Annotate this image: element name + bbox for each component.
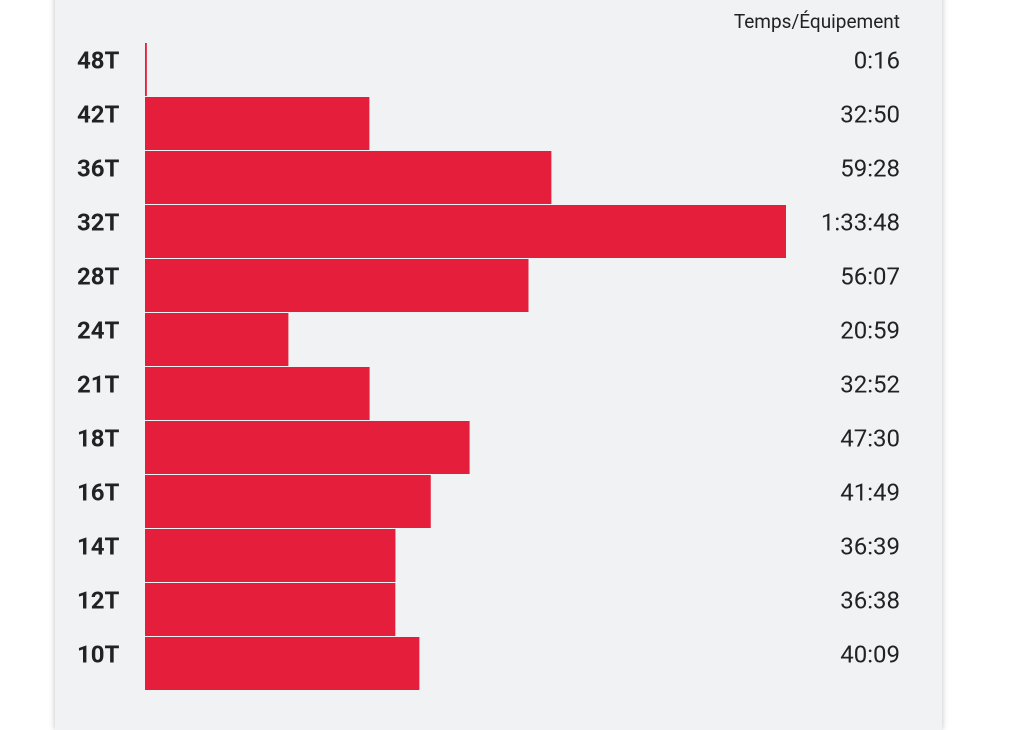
category-label: 28T <box>77 262 120 290</box>
bar <box>145 367 370 420</box>
value-label: 32:52 <box>840 370 900 398</box>
bar <box>145 151 552 204</box>
category-label: 32T <box>77 208 120 236</box>
category-label: 24T <box>77 316 120 344</box>
category-label: 42T <box>77 100 120 128</box>
chart: Temps/Équipement 48T 0:16 42T 32:50 36T 59:28… <box>77 10 900 690</box>
category-label: 36T <box>77 154 120 182</box>
value-label: 36:39 <box>840 532 900 560</box>
bar <box>145 529 396 582</box>
value-label: 36:38 <box>840 586 900 614</box>
bar <box>145 259 529 312</box>
value-label: 1:33:48 <box>821 208 900 236</box>
bar <box>145 583 396 636</box>
value-label: 41:49 <box>840 478 900 506</box>
category-label: 16T <box>77 478 120 506</box>
bar <box>145 313 289 366</box>
bar <box>145 43 147 96</box>
bar <box>145 205 786 258</box>
value-label: 20:59 <box>840 316 900 344</box>
category-label: 18T <box>77 424 120 452</box>
column-header: Temps/Équipement <box>734 10 900 33</box>
category-label: 10T <box>77 640 120 668</box>
value-label: 47:30 <box>840 424 900 452</box>
value-label: 0:16 <box>854 46 900 74</box>
bar <box>145 475 431 528</box>
bar <box>145 97 370 150</box>
bar <box>145 637 420 690</box>
category-label: 14T <box>77 532 120 560</box>
category-label: 12T <box>77 586 120 614</box>
value-label: 59:28 <box>840 154 900 182</box>
page: Temps/Équipement 48T 0:16 42T 32:50 36T 59:28… <box>55 0 942 730</box>
value-label: 56:07 <box>840 262 900 290</box>
value-label: 40:09 <box>840 640 900 668</box>
category-label: 21T <box>77 370 120 398</box>
value-label: 32:50 <box>840 100 900 128</box>
bar <box>145 421 470 474</box>
category-label: 48T <box>77 46 120 74</box>
